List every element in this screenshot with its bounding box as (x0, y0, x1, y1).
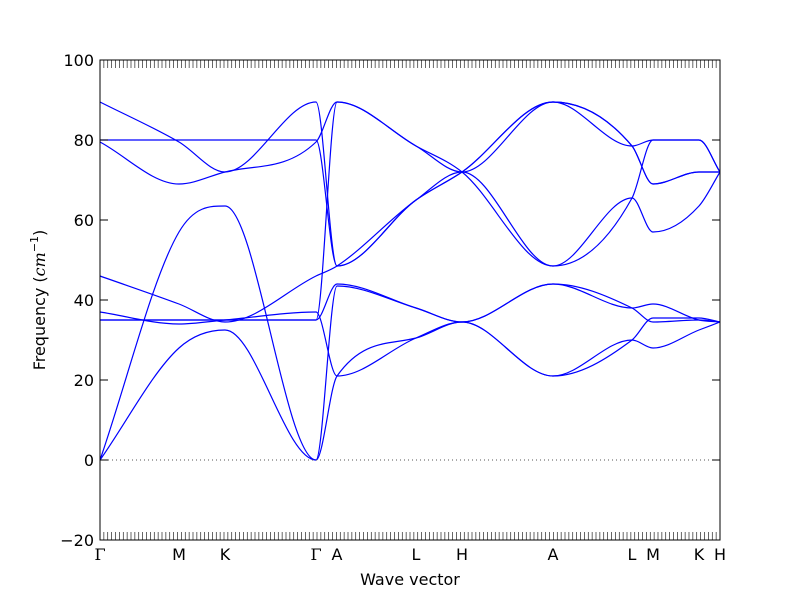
kpoint-label: L (412, 545, 421, 564)
kpoint-label: L (628, 545, 637, 564)
band-6 (99, 101, 721, 321)
y-tick-label: 100 (63, 51, 94, 70)
kpoint-label: A (547, 545, 558, 564)
y-axis-label-unit-exp: −1 (28, 236, 41, 252)
y-axis-label-text: Frequency (30, 288, 49, 371)
y-axis-label-unit: cm (30, 252, 49, 276)
kpoint-label: M (172, 545, 186, 564)
y-tick-label: 20 (74, 371, 94, 390)
y-tick-label: 80 (74, 131, 94, 150)
y-tick-label: 40 (74, 291, 94, 310)
y-tick-label: −20 (60, 531, 94, 550)
kpoint-label: A (332, 545, 343, 564)
kpoint-label: Γ (94, 545, 105, 564)
band-lines (99, 101, 721, 461)
band-2 (99, 205, 721, 461)
plot-background (100, 60, 720, 540)
kpoint-label: K (220, 545, 231, 564)
plot-area (100, 60, 720, 540)
y-axis-label: Frequency (cm−1) (28, 230, 49, 371)
y-axis-ticks: −20 0 20 40 60 80 100 (60, 51, 720, 550)
y-tick-label: 60 (74, 211, 94, 230)
kpoint-label: Γ (310, 545, 321, 564)
x-axis-label: Wave vector (360, 570, 460, 589)
band-9 (99, 101, 720, 267)
kpoint-label: K (694, 545, 705, 564)
kpoint-label: M (646, 545, 660, 564)
kpoint-label: H (456, 545, 468, 564)
kpoint-label: H (714, 545, 726, 564)
band-8 (100, 139, 721, 267)
y-tick-label: 0 (84, 451, 94, 470)
